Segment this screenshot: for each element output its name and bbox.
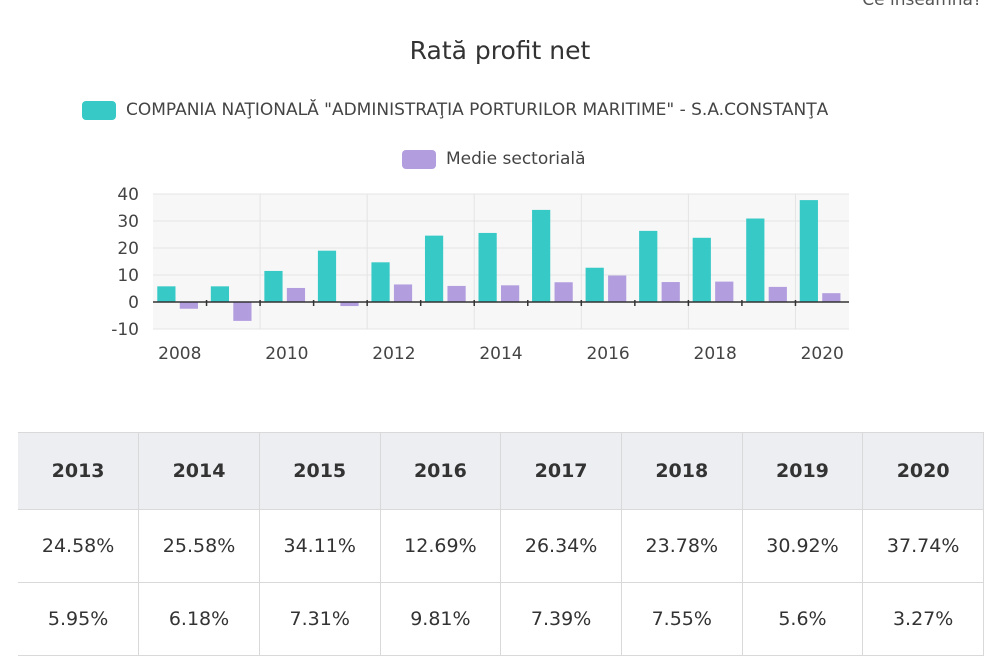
table-cell: 6.18% xyxy=(138,582,260,656)
bar-sector xyxy=(661,282,680,302)
bar-sector xyxy=(340,302,359,307)
info-link[interactable]: Ce înseamnă? xyxy=(862,0,982,10)
bar-company xyxy=(478,232,497,302)
table-header-cell: 2015 xyxy=(258,432,381,510)
y-tick-label: 40 xyxy=(117,185,139,205)
table-header-cell: 2014 xyxy=(138,432,260,510)
bar-company xyxy=(371,262,390,302)
bar-company xyxy=(532,209,551,302)
table-cell: 7.39% xyxy=(500,582,622,656)
bar-sector xyxy=(286,287,306,302)
bar-sector xyxy=(608,275,627,302)
x-tick-label: 2010 xyxy=(265,344,308,364)
bar-company xyxy=(317,250,337,302)
y-tick-label: 0 xyxy=(128,293,139,313)
table-cell: 5.6% xyxy=(741,582,864,656)
bar-sector xyxy=(179,302,198,309)
table-row: 5.95% 6.18% 7.31% 9.81% 7.39% 7.55% 5.6%… xyxy=(18,582,984,656)
table-header-cell: 2020 xyxy=(862,432,984,510)
table-cell: 25.58% xyxy=(138,509,260,583)
table-cell: 26.34% xyxy=(500,509,622,583)
table-cell: 7.55% xyxy=(620,582,743,656)
legend-swatch-company xyxy=(82,100,116,120)
legend-label-company: COMPANIA NAŢIONALĂ "ADMINISTRAŢIA PORTUR… xyxy=(126,100,829,120)
table-header-row: 2013 2014 2015 2016 2017 2018 2019 2020 xyxy=(18,432,984,510)
table-header-cell: 2018 xyxy=(620,432,743,510)
table-cell: 30.92% xyxy=(741,509,864,583)
y-tick-label: 30 xyxy=(117,212,139,232)
bar-sector xyxy=(447,285,466,302)
x-tick-label: 2014 xyxy=(479,344,522,364)
table-cell: 5.95% xyxy=(18,582,140,656)
bar-company xyxy=(585,267,604,302)
bar-sector xyxy=(768,286,787,302)
bar-company xyxy=(692,237,711,302)
y-tick-label: 20 xyxy=(117,239,139,259)
legend-swatch-sector xyxy=(402,149,436,169)
legend-item-company[interactable]: COMPANIA NAŢIONALĂ "ADMINISTRAŢIA PORTUR… xyxy=(82,100,828,120)
table-cell: 7.31% xyxy=(258,582,381,656)
table-cell: 37.74% xyxy=(862,509,984,583)
x-tick-label: 2018 xyxy=(694,344,737,364)
bar-company xyxy=(799,200,818,302)
data-table: 2013 2014 2015 2016 2017 2018 2019 2020 … xyxy=(18,432,984,656)
x-tick-label: 2012 xyxy=(372,344,415,364)
bar-sector xyxy=(822,293,841,302)
table-header-cell: 2013 xyxy=(18,432,140,510)
bar-sector xyxy=(715,281,734,302)
bar-sector xyxy=(393,284,413,302)
table-cell: 34.11% xyxy=(258,509,381,583)
bar-company xyxy=(157,286,176,302)
legend-label-sector: Medie sectorială xyxy=(446,149,586,169)
table-header-cell: 2019 xyxy=(741,432,864,510)
bar-company xyxy=(210,286,230,302)
bar-company xyxy=(424,235,444,302)
legend-item-sector[interactable]: Medie sectorială xyxy=(402,149,586,169)
table-cell: 23.78% xyxy=(620,509,743,583)
y-tick-label: 10 xyxy=(117,266,139,286)
table-cell: 24.58% xyxy=(18,509,140,583)
table-row: 24.58% 25.58% 34.11% 12.69% 26.34% 23.78… xyxy=(18,509,984,583)
plot-background xyxy=(153,194,849,329)
bar-sector xyxy=(501,285,520,302)
table-header-cell: 2016 xyxy=(379,432,502,510)
table-cell: 3.27% xyxy=(862,582,984,656)
table-header-cell: 2017 xyxy=(500,432,622,510)
bar-sector xyxy=(233,302,252,321)
x-tick-label: 2016 xyxy=(586,344,629,364)
chart-title: Rată profit net xyxy=(409,36,591,65)
bar-company xyxy=(264,270,283,302)
x-tick-label: 2020 xyxy=(801,344,844,364)
bar-company xyxy=(639,230,658,302)
bar-sector xyxy=(554,282,573,302)
table-cell: 9.81% xyxy=(379,582,502,656)
y-tick-label: -10 xyxy=(111,320,139,340)
x-tick-label: 2008 xyxy=(158,344,201,364)
bar-company xyxy=(746,218,765,302)
table-cell: 12.69% xyxy=(379,509,502,583)
